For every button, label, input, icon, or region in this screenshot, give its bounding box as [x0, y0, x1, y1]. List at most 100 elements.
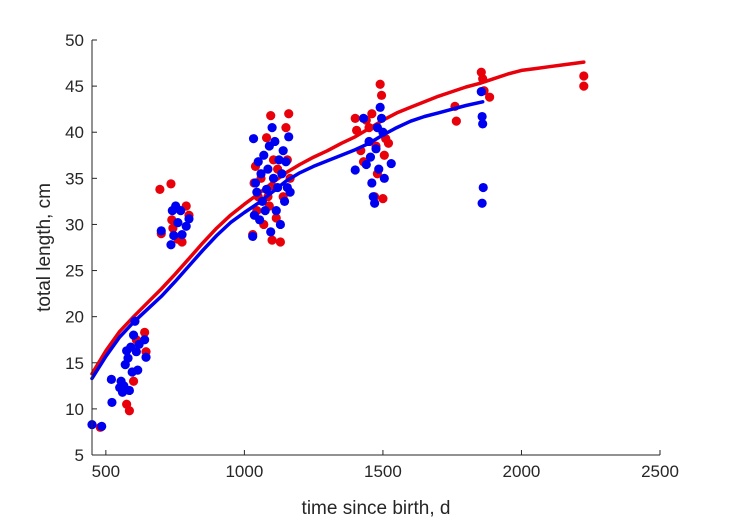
red-data-point: [166, 179, 176, 189]
blue-data-point: [250, 178, 261, 188]
blue-data-point: [277, 169, 287, 179]
red-data-point: [128, 376, 139, 386]
y-tick-label: 20: [65, 308, 84, 327]
blue-data-point: [156, 226, 166, 236]
blue-data-point: [275, 219, 286, 230]
blue-data-point: [374, 164, 384, 174]
x-tick-label: 2000: [503, 462, 541, 481]
x-tick-label: 1500: [364, 462, 402, 481]
y-tick-label: 10: [65, 400, 84, 419]
blue-data-point: [379, 173, 389, 183]
blue-data-point: [376, 113, 387, 123]
blue-data-point: [271, 206, 281, 216]
blue-data-point: [263, 164, 273, 174]
blue-data-point: [106, 374, 116, 384]
blue-data-point: [478, 119, 488, 129]
blue-data-point: [107, 397, 117, 408]
red-data-point: [261, 133, 272, 143]
y-tick-label: 45: [65, 77, 84, 96]
red-data-point: [284, 109, 294, 119]
red-data-point: [579, 71, 589, 81]
y-tick-label: 30: [65, 215, 84, 234]
red-data-point: [451, 116, 461, 126]
y-axis-title: total length, cm: [34, 183, 55, 312]
blue-data-point: [124, 385, 135, 396]
blue-data-point: [284, 132, 294, 142]
plot-area: [87, 60, 589, 432]
red-data-point: [383, 138, 394, 148]
blue-data-point: [266, 227, 276, 237]
red-fit-line: [90, 60, 586, 376]
blue-data-point: [260, 206, 270, 216]
red-data-point: [485, 92, 495, 102]
y-tick-label: 15: [65, 354, 84, 373]
red-data-point: [579, 81, 589, 91]
blue-data-point: [252, 187, 262, 197]
blue-data-point: [256, 169, 266, 179]
y-tick-label: 40: [65, 123, 84, 142]
x-tick-label: 2500: [641, 462, 679, 481]
blue-data-point: [278, 146, 288, 156]
blue-data-point: [375, 102, 385, 112]
blue-data-point: [177, 229, 187, 240]
blue-data-point: [268, 173, 279, 183]
blue-data-point: [181, 221, 191, 231]
blue-data-point: [358, 113, 369, 123]
blue-data-point: [350, 165, 360, 175]
blue-data-point: [128, 330, 139, 340]
y-tick-label: 35: [65, 169, 84, 188]
blue-data-point: [386, 158, 396, 169]
blue-data-point: [477, 111, 487, 122]
red-data-point: [140, 327, 150, 337]
blue-data-point: [285, 187, 295, 197]
x-tick-label: 1000: [225, 462, 263, 481]
x-axis-title: time since birth, d: [302, 498, 451, 519]
red-data-point: [124, 406, 135, 416]
red-data-point: [155, 184, 165, 194]
blue-data-point: [274, 155, 284, 165]
red-data-point: [177, 237, 187, 247]
blue-data-point: [371, 144, 381, 154]
y-tick-label: 50: [65, 31, 84, 50]
blue-data-point: [97, 421, 107, 432]
blue-data-point: [477, 198, 487, 208]
blue-data-point: [166, 240, 176, 250]
red-data-point: [376, 90, 387, 100]
blue-data-point: [248, 231, 258, 242]
y-tick-label: 25: [65, 262, 84, 281]
red-data-point: [367, 109, 377, 119]
x-ticks: 500 1000 1500 2000 2500: [92, 450, 679, 481]
blue-data-point: [176, 206, 186, 216]
blue-data-point: [184, 214, 194, 224]
blue-data-point: [270, 136, 280, 147]
blue-data-point: [133, 365, 143, 375]
red-data-point: [267, 235, 277, 245]
red-data-point: [379, 150, 389, 160]
red-data-point: [266, 111, 276, 121]
blue-data-point: [253, 157, 263, 167]
blue-data-point: [140, 335, 150, 345]
axes: 500 1000 1500 2000 2500 5 10 15 20 25 30 35 40 45 50: [65, 31, 679, 481]
blue-data-point: [169, 230, 179, 241]
blue-fit-line: [90, 100, 485, 381]
blue-data-point: [259, 150, 269, 160]
blue-data-point: [476, 87, 486, 97]
red-data-point: [378, 194, 388, 204]
y-tick-label: 5: [75, 446, 84, 465]
blue-data-point: [267, 123, 277, 133]
blue-data-point: [141, 352, 151, 362]
blue-data-point: [365, 152, 376, 162]
red-data-point: [275, 237, 286, 247]
blue-data-point: [478, 182, 488, 193]
red-data-point: [375, 79, 385, 89]
x-tick-label: 500: [92, 462, 120, 481]
blue-data-point: [255, 215, 265, 225]
blue-data-point: [361, 159, 371, 170]
blue-data-point: [367, 178, 377, 188]
blue-data-point: [281, 157, 291, 167]
blue-data-point: [370, 198, 380, 208]
blue-data-point: [279, 196, 290, 206]
y-ticks: 5 10 15 20 25 30 35 40 45 50: [65, 31, 97, 465]
red-data-point: [350, 113, 360, 123]
